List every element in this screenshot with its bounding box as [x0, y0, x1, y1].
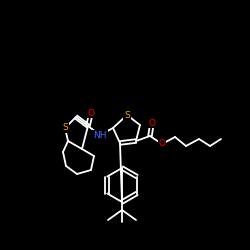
Text: S: S: [124, 110, 130, 120]
Text: O: O: [158, 140, 166, 148]
Text: S: S: [62, 124, 68, 132]
Text: NH: NH: [93, 130, 107, 140]
Text: O: O: [88, 108, 94, 118]
Text: O: O: [148, 118, 156, 128]
